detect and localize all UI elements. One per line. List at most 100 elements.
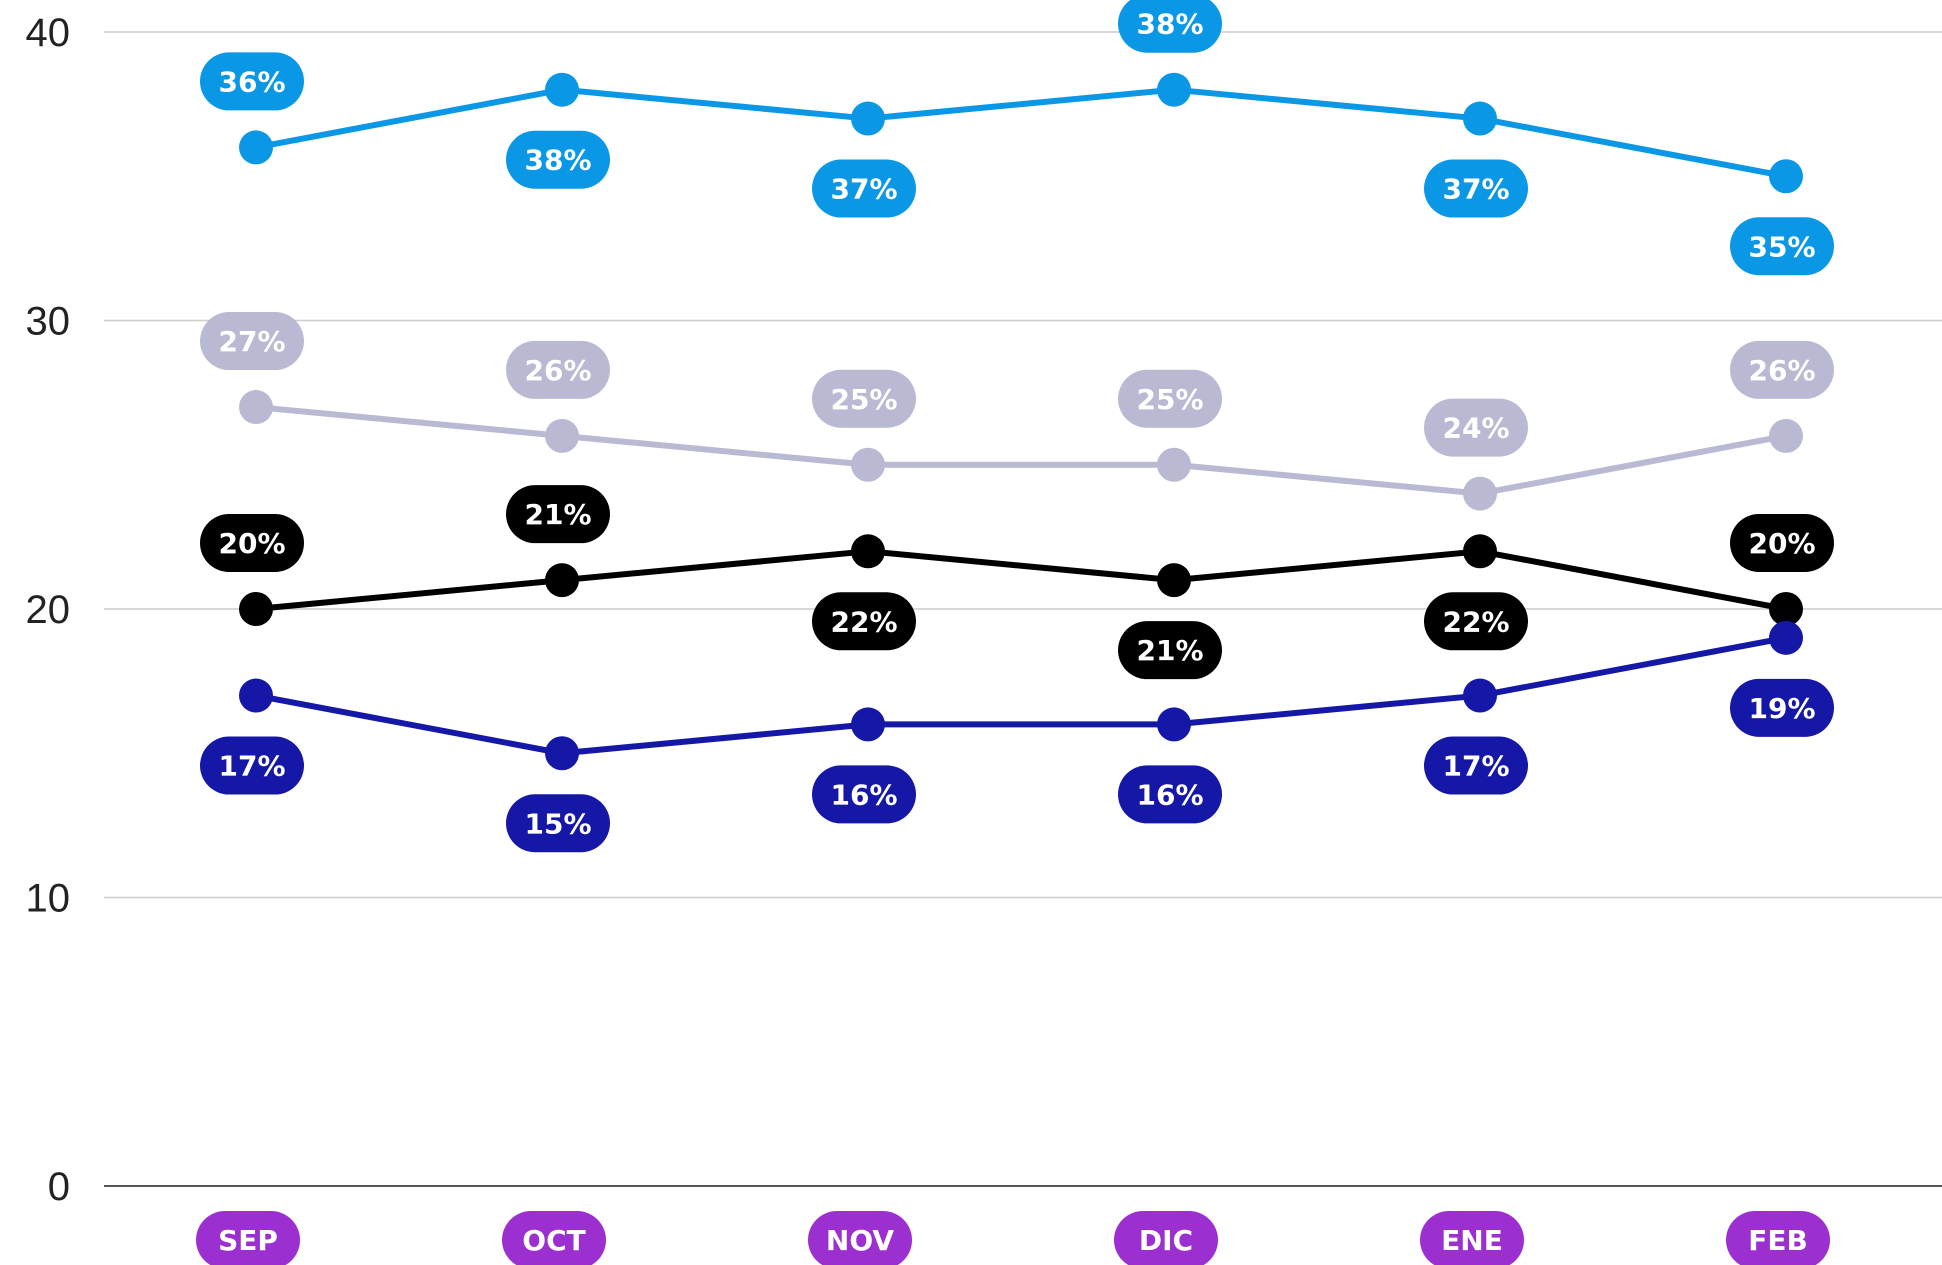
data-label-text: 17% xyxy=(1442,750,1509,783)
data-point xyxy=(545,563,579,598)
data-label-badge xyxy=(506,485,610,544)
data-label: 19% xyxy=(1730,678,1834,737)
data-label-badge xyxy=(1424,736,1528,795)
data-label-badge xyxy=(1424,159,1528,218)
x-category-badge xyxy=(808,1211,912,1265)
data-label-text: 19% xyxy=(1748,692,1815,725)
series-line xyxy=(253,548,1789,612)
x-category: ENE xyxy=(1420,1211,1524,1265)
data-label-text: 21% xyxy=(524,498,591,531)
data-label-text: 17% xyxy=(218,750,285,783)
data-label: 20% xyxy=(200,514,304,572)
series-lines xyxy=(239,72,1803,771)
data-point xyxy=(545,418,579,453)
data-label-text: 20% xyxy=(1748,527,1815,560)
series-line xyxy=(253,404,1789,497)
data-label-text: 35% xyxy=(1748,230,1815,263)
data-point xyxy=(1157,72,1191,107)
x-tick-label: ENE xyxy=(1441,1224,1503,1257)
data-label-text: 27% xyxy=(218,325,285,358)
data-point xyxy=(1157,447,1191,482)
data-label: 38% xyxy=(1118,0,1222,53)
data-label-text: 22% xyxy=(830,605,897,638)
data-label: 22% xyxy=(1424,592,1528,651)
data-label-badge xyxy=(200,514,304,572)
data-label-badge xyxy=(1424,398,1528,457)
data-label-badge xyxy=(1730,340,1834,399)
data-label: 15% xyxy=(506,794,610,853)
data-label: 36% xyxy=(200,52,304,111)
data-label-text: 26% xyxy=(524,354,591,387)
y-tick-label: 10 xyxy=(26,877,71,921)
x-category: NOV xyxy=(808,1211,912,1265)
data-point xyxy=(239,130,273,165)
x-tick-label: SEP xyxy=(218,1224,278,1257)
data-label: 17% xyxy=(200,736,304,795)
data-label-text: 38% xyxy=(524,144,591,177)
x-category-badge xyxy=(1114,1211,1218,1265)
data-label-text: 25% xyxy=(830,383,897,416)
data-label: 38% xyxy=(506,130,610,189)
y-tick-label: 40 xyxy=(26,11,71,55)
data-label-text: 15% xyxy=(524,807,591,840)
y-tick-label: 20 xyxy=(26,588,71,632)
grid-lines xyxy=(104,31,1942,1187)
y-tick-label: 0 xyxy=(48,1165,70,1209)
data-label: 21% xyxy=(506,485,610,544)
x-category: FEB xyxy=(1726,1211,1830,1265)
data-point xyxy=(1157,707,1191,742)
data-point xyxy=(1463,534,1497,569)
data-label: 22% xyxy=(812,592,916,651)
data-point xyxy=(239,592,273,626)
data-point xyxy=(851,534,885,569)
data-point xyxy=(545,72,579,107)
y-tick-label: 30 xyxy=(26,300,71,344)
data-label-text: 38% xyxy=(1136,8,1203,41)
data-label-badge xyxy=(506,130,610,189)
data-point xyxy=(239,678,273,713)
data-label: 26% xyxy=(506,340,610,399)
data-label-badge xyxy=(812,592,916,651)
x-category: DIC xyxy=(1114,1211,1218,1265)
data-point xyxy=(851,101,885,136)
data-label-badge xyxy=(812,159,916,218)
data-label-text: 21% xyxy=(1136,634,1203,667)
data-label: 37% xyxy=(812,159,916,218)
data-label: 35% xyxy=(1730,217,1834,276)
data-label-badge xyxy=(200,736,304,795)
data-label-badge xyxy=(200,312,304,371)
series-line xyxy=(253,634,1789,757)
data-point xyxy=(1769,159,1803,194)
x-category-badge xyxy=(1726,1211,1830,1265)
data-label: 17% xyxy=(1424,736,1528,795)
x-category-badge xyxy=(502,1211,606,1265)
data-point xyxy=(851,447,885,482)
x-axis-categories: SEP OCT NOV DIC ENE FEB xyxy=(196,1211,1830,1265)
data-label: 16% xyxy=(812,765,916,824)
x-category-badge xyxy=(1420,1211,1524,1265)
data-label-badge xyxy=(506,794,610,853)
x-tick-label: DIC xyxy=(1139,1224,1193,1257)
data-point xyxy=(1463,678,1497,713)
data-label: 21% xyxy=(1118,621,1222,680)
data-label-text: 37% xyxy=(830,173,897,206)
data-point xyxy=(1769,418,1803,453)
x-category: OCT xyxy=(502,1211,606,1265)
data-label: 25% xyxy=(1118,369,1222,428)
data-point xyxy=(545,736,579,771)
data-point xyxy=(1769,592,1803,626)
data-label-text: 25% xyxy=(1136,383,1203,416)
data-label-text: 16% xyxy=(1136,778,1203,811)
data-label-text: 36% xyxy=(218,65,285,98)
data-point xyxy=(1463,101,1497,136)
data-label-text: 26% xyxy=(1748,354,1815,387)
data-label-badge xyxy=(1730,678,1834,737)
data-label-text: 22% xyxy=(1442,605,1509,638)
data-label-badge xyxy=(1730,217,1834,276)
data-label: 26% xyxy=(1730,340,1834,399)
data-label-badge xyxy=(506,340,610,399)
data-label-badge xyxy=(812,369,916,428)
data-label-text: 24% xyxy=(1442,412,1509,445)
data-label-text: 37% xyxy=(1442,173,1509,206)
data-point xyxy=(1769,620,1803,655)
